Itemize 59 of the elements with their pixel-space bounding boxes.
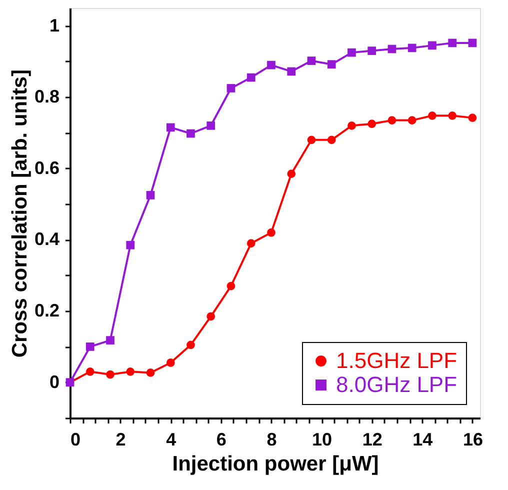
y-tick-label: 1: [49, 15, 60, 36]
point: [348, 121, 356, 130]
x-tick-label: 8: [266, 430, 277, 450]
y-tick-label: 0.2: [34, 300, 60, 321]
legend-label: 8.0GHz LPF: [336, 372, 458, 397]
point: [86, 342, 94, 351]
point: [408, 116, 416, 124]
point: [287, 170, 296, 178]
y-tick-label: 0.6: [34, 158, 60, 178]
point: [428, 41, 436, 50]
x-tick-label: 6: [216, 430, 226, 450]
point: [126, 367, 135, 376]
point: [146, 190, 155, 200]
point: [226, 84, 236, 92]
point: [287, 67, 296, 76]
point: [448, 38, 457, 48]
x-tick-label: 4: [166, 430, 176, 450]
point: [166, 358, 175, 367]
point: [106, 336, 114, 344]
x-tick-label: 10: [312, 430, 332, 450]
point: [126, 240, 135, 250]
x-tick-label: 2: [116, 430, 126, 450]
point: [388, 116, 396, 124]
point: [206, 121, 216, 130]
point: [246, 73, 256, 82]
point: [348, 48, 356, 57]
point: [267, 228, 276, 237]
point: [448, 111, 457, 120]
point: [388, 44, 396, 54]
y-tick-label: 0: [49, 372, 60, 392]
point: [468, 38, 477, 48]
x-tick-label: 16: [462, 430, 483, 450]
point: [368, 120, 376, 128]
point: [86, 367, 94, 376]
x-tick-label: 14: [412, 430, 433, 450]
y-tick-label: 0.4: [34, 229, 60, 250]
point: [146, 368, 155, 377]
point: [106, 370, 114, 379]
point: [166, 123, 175, 132]
point: [267, 60, 276, 70]
point: [408, 44, 416, 52]
point: [226, 282, 236, 290]
point: [327, 60, 336, 69]
point: [307, 56, 316, 65]
x-tick-label: 0: [70, 430, 81, 450]
point: [307, 136, 316, 144]
x-tick-label: 12: [362, 430, 382, 450]
x-axis-title: Injection power [μW]: [172, 452, 379, 476]
legend-label: 1.5GHz LPF: [336, 348, 458, 373]
point: [368, 46, 376, 55]
y-tick-label: 0.8: [34, 86, 60, 107]
point: [206, 312, 216, 321]
y-axis-title: Cross correlation [arb. units]: [8, 69, 32, 358]
point: [428, 111, 436, 120]
point: [186, 340, 195, 350]
point: [186, 129, 195, 138]
point: [246, 239, 256, 248]
point: [327, 136, 336, 144]
point: [468, 114, 477, 122]
